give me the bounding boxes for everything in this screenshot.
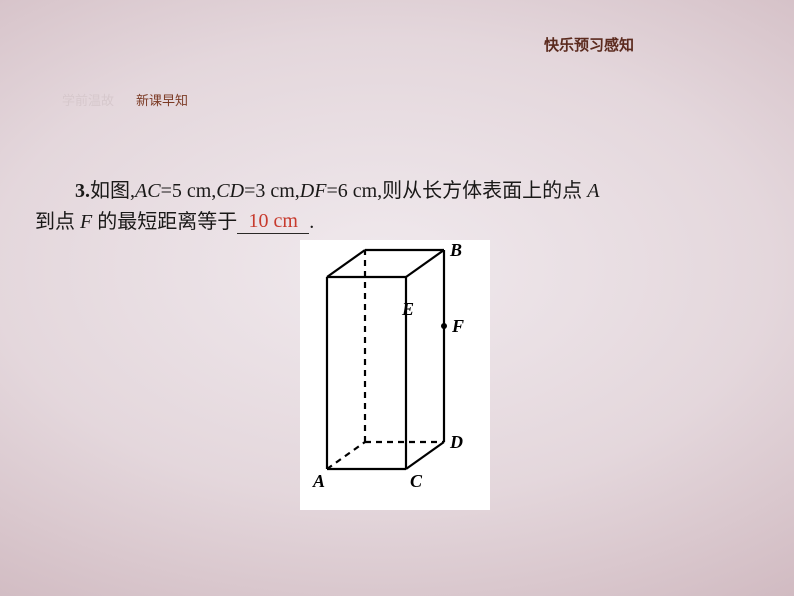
t-period: . bbox=[309, 211, 314, 233]
answer-value: 10 cm bbox=[249, 210, 298, 232]
var-CD: CD bbox=[216, 180, 244, 202]
tab-review[interactable]: 学前温故 bbox=[62, 90, 114, 109]
tabs: 学前温故 新课早知 bbox=[62, 90, 188, 109]
svg-text:C: C bbox=[410, 471, 423, 491]
t-eq2: =3 cm, bbox=[244, 180, 300, 202]
problem-number: 3. bbox=[75, 180, 90, 202]
t-prefix: 如图, bbox=[90, 180, 135, 202]
t-line2b: 的最短距离等于 bbox=[92, 211, 237, 233]
header-right-title: 快乐预习感知 bbox=[544, 34, 634, 55]
cuboid-diagram: A C D B E F bbox=[300, 240, 490, 510]
var-F: F bbox=[80, 211, 92, 233]
svg-text:F: F bbox=[451, 316, 464, 336]
var-AC: AC bbox=[135, 180, 161, 202]
svg-text:E: E bbox=[401, 299, 414, 319]
t-eq3: =6 cm,则从长方体表面上的点 bbox=[326, 180, 587, 202]
t-eq1: =5 cm, bbox=[161, 180, 217, 202]
svg-text:A: A bbox=[312, 471, 325, 491]
var-A: A bbox=[587, 180, 599, 202]
answer-blank: 10 cm bbox=[237, 209, 309, 234]
svg-text:B: B bbox=[449, 240, 462, 260]
t-line2a: 到点 bbox=[35, 211, 80, 233]
tab-preview[interactable]: 新课早知 bbox=[136, 90, 188, 109]
var-DF: DF bbox=[300, 180, 327, 202]
problem-text: 3.如图,AC=5 cm,CD=3 cm,DF=6 cm,则从长方体表面上的点 … bbox=[35, 176, 754, 238]
svg-text:D: D bbox=[449, 432, 463, 452]
